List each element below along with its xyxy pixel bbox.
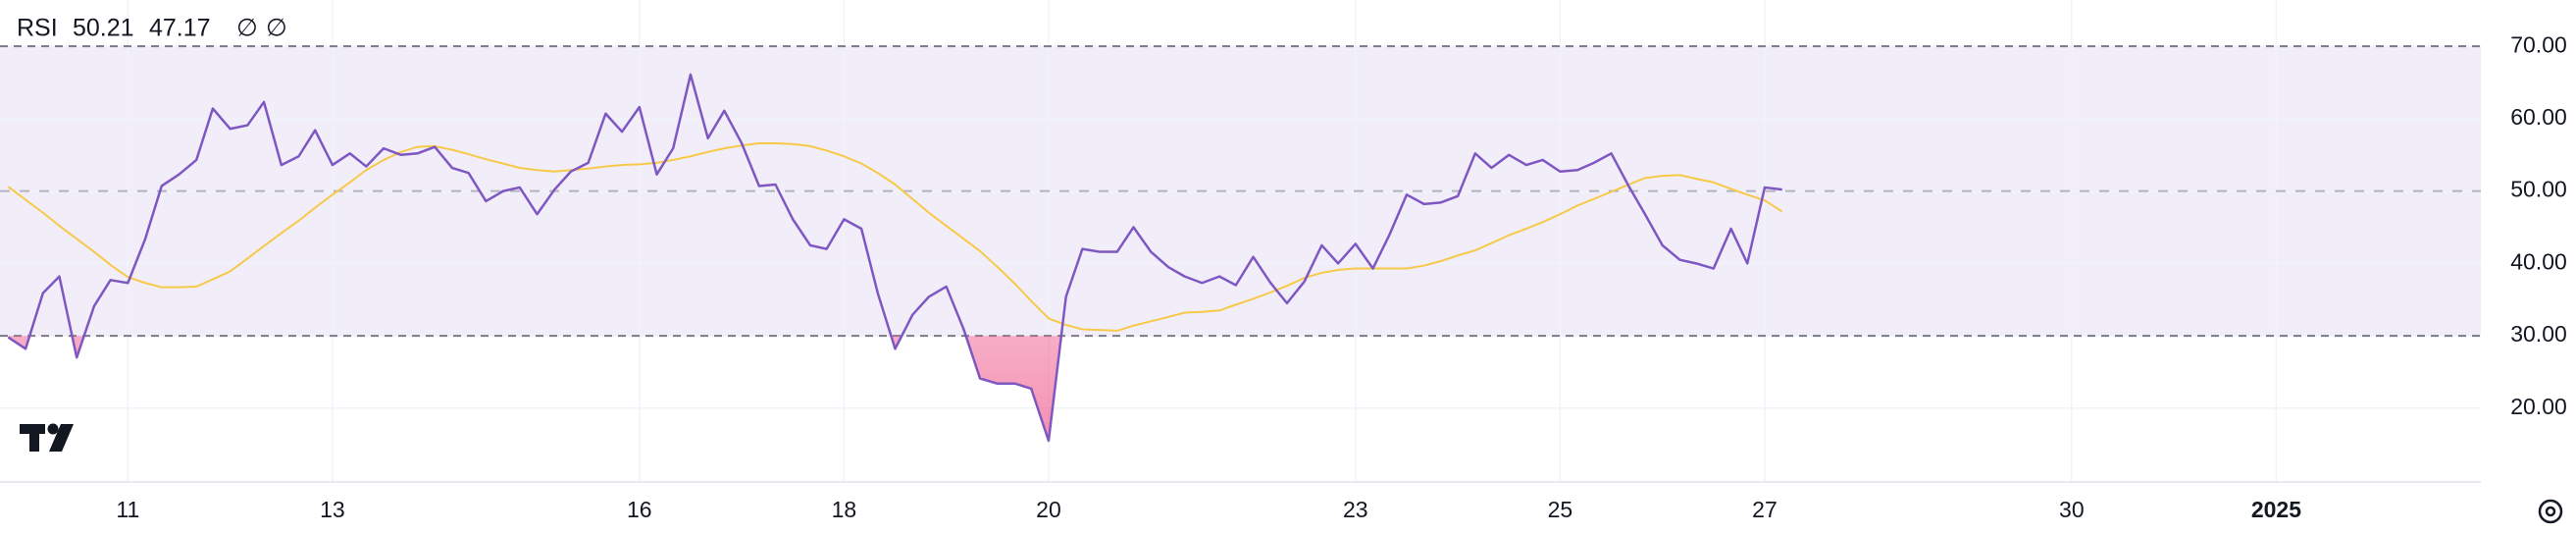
x-tick-label: 25: [1548, 497, 1573, 522]
y-tick-label: 50.00: [2510, 177, 2567, 202]
x-tick-label: 13: [320, 497, 345, 522]
x-tick-label: 18: [832, 497, 857, 522]
x-tick-label: 27: [1752, 497, 1777, 522]
series-line: [7, 141, 1783, 332]
indicator-name: RSI: [17, 15, 58, 42]
x-tick-label: 23: [1343, 497, 1368, 522]
na-symbol: ∅: [266, 15, 287, 42]
na-symbol: ∅: [236, 15, 258, 42]
y-tick-label: 40.00: [2510, 248, 2567, 274]
x-tick-label: 30: [2059, 497, 2085, 522]
x-tick-label: 2025: [2251, 497, 2301, 522]
x-tick-label: 16: [627, 497, 652, 522]
ma-value: 47.17: [149, 15, 211, 42]
y-tick-label: 20.00: [2510, 394, 2567, 419]
y-tick-label: 30.00: [2510, 321, 2567, 347]
logo: [20, 423, 74, 452]
x-tick-label: 20: [1036, 497, 1061, 522]
settings-button[interactable]: [2538, 499, 2563, 524]
y-tick-label: 70.00: [2510, 31, 2567, 57]
x-tick-label: 11: [116, 497, 139, 522]
y-tick-label: 60.00: [2510, 104, 2567, 130]
rsi-value: 50.21: [73, 15, 134, 42]
series-line: [7, 73, 1782, 443]
